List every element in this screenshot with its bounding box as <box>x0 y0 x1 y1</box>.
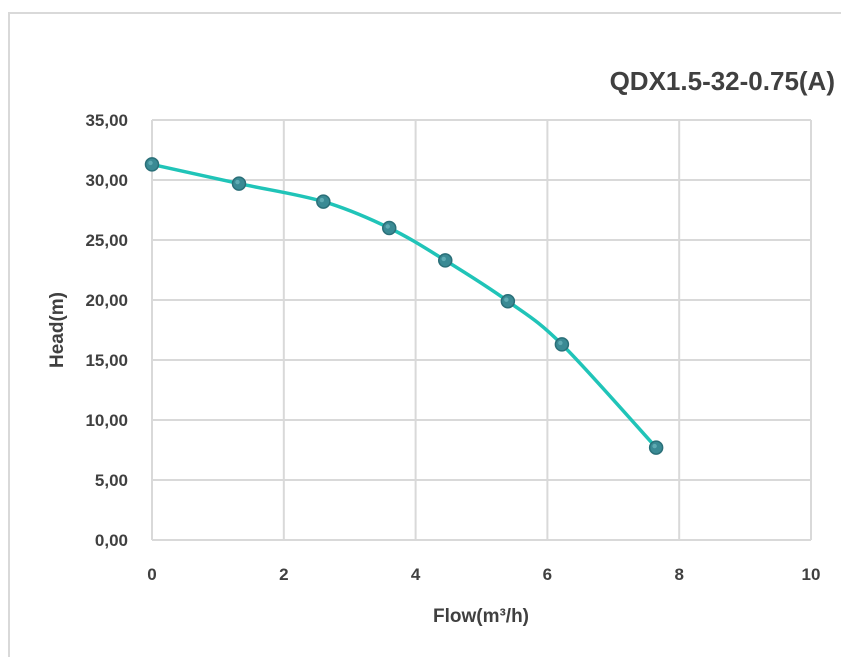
y-tick-label: 35,00 <box>85 111 128 130</box>
data-point-highlight <box>504 297 509 302</box>
chart-title: QDX1.5-32-0.75(A) <box>610 66 835 96</box>
y-tick-label: 30,00 <box>85 171 128 190</box>
x-tick-label: 6 <box>543 565 552 584</box>
data-point-highlight <box>441 256 446 262</box>
y-tick-label: 0,00 <box>95 531 128 550</box>
data-point-highlight <box>385 224 390 229</box>
grid <box>151 119 812 541</box>
y-axis-label: Head(m) <box>47 292 68 368</box>
y-tick-label: 15,00 <box>85 351 128 370</box>
data-point-highlight <box>558 340 563 346</box>
x-tick-label: 4 <box>411 565 421 584</box>
x-tick-label: 8 <box>674 565 683 584</box>
data-point-highlight <box>148 160 153 166</box>
y-tick-label: 20,00 <box>85 291 128 310</box>
tick-labels: 0,00 5,00 10,00 15,00 20,00 25,00 30,00 35,00 0 2… <box>85 111 820 584</box>
x-tick-label: 10 <box>802 565 821 584</box>
series-line <box>150 162 658 450</box>
data-point-highlight <box>235 179 240 185</box>
y-tick-label: 10,00 <box>85 411 128 430</box>
x-tick-label: 2 <box>279 565 288 584</box>
y-tick-label: 5,00 <box>95 471 128 490</box>
y-tick-label: 25,00 <box>85 231 128 250</box>
data-point-highlight <box>652 443 657 449</box>
data-point-highlight <box>319 197 325 203</box>
series-markers <box>144 157 664 455</box>
head-curve <box>150 162 658 450</box>
x-axis-label: Flow(m³/h) <box>433 606 529 627</box>
x-tick-label: 0 <box>147 565 156 584</box>
